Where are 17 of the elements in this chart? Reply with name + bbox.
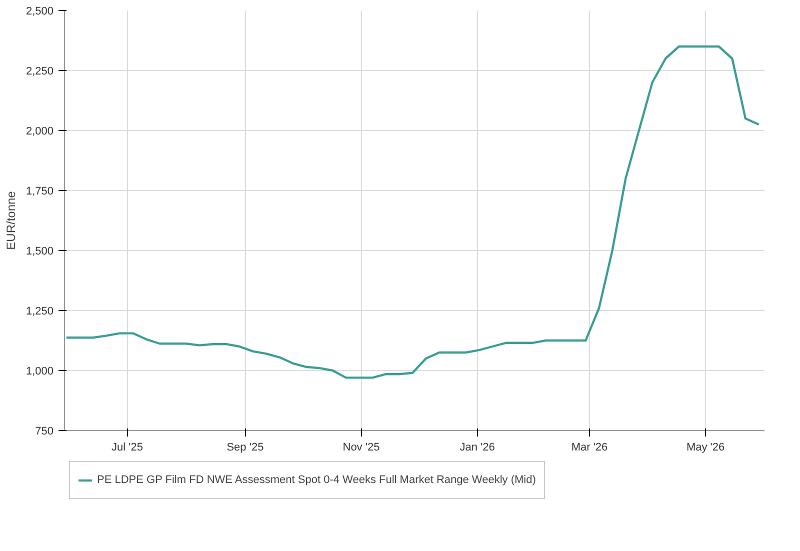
x-tick-label: Sep '25 (226, 442, 264, 454)
x-tick-label: Mar '26 (571, 442, 608, 454)
x-tick-label: Jul '25 (112, 442, 143, 454)
y-tick-label: 1,500 (26, 246, 54, 258)
y-tick-label: 2,250 (26, 66, 54, 78)
y-tick-label: 2,500 (26, 6, 54, 18)
y-tick-label: 1,000 (26, 366, 54, 378)
y-tick-label: 1,250 (26, 306, 54, 318)
y-tick-label: 750 (35, 426, 54, 438)
legend-label: PE LDPE GP Film FD NWE Assessment Spot 0-4 Weeks Full Market Range Weekly (Mid) (97, 474, 536, 486)
x-tick-label: Nov '25 (342, 442, 380, 454)
y-tick-label: 1,750 (26, 186, 54, 198)
line-series (65, 45, 760, 379)
y-tick-label: 2,000 (26, 126, 54, 138)
y-axis-title: EUR/tonne (4, 190, 18, 250)
x-tick-label: Jan '26 (460, 442, 495, 454)
x-tick-label: May '26 (686, 442, 725, 454)
